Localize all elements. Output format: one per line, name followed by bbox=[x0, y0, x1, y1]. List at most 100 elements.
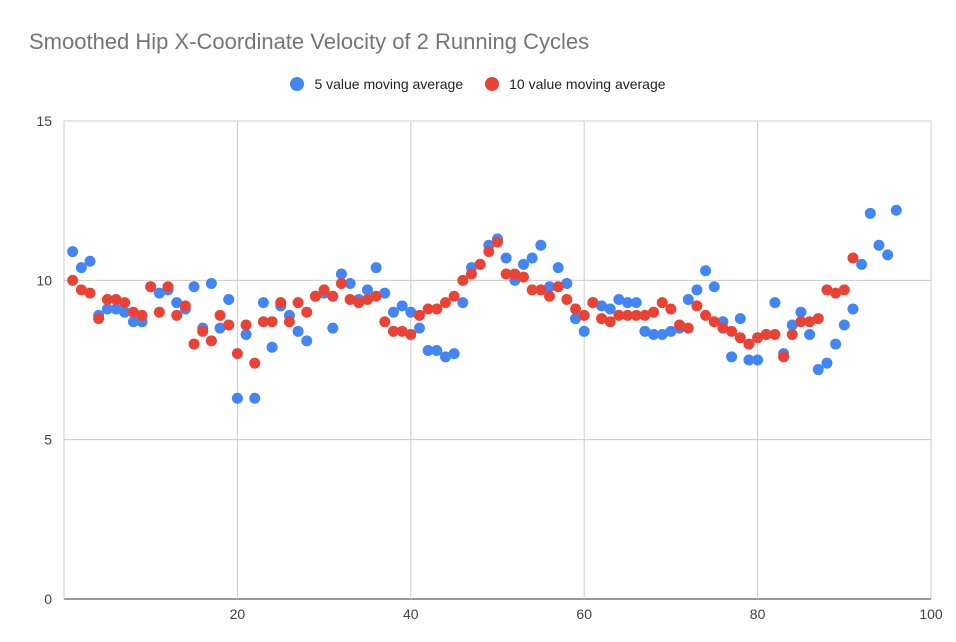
data-point-series-1 bbox=[75, 262, 87, 274]
data-point-series-1 bbox=[344, 278, 356, 290]
legend-marker-series-2 bbox=[485, 77, 500, 91]
legend-label-series-2: 10 value moving average bbox=[509, 76, 666, 92]
data-point-series-1 bbox=[570, 313, 582, 325]
data-point-series-1 bbox=[552, 262, 564, 274]
data-point-series-2 bbox=[578, 309, 590, 321]
data-point-series-2 bbox=[344, 293, 356, 305]
data-point-series-2 bbox=[483, 246, 495, 258]
data-point-series-1 bbox=[734, 313, 746, 325]
data-point-series-1 bbox=[786, 319, 798, 331]
data-point-series-2 bbox=[674, 319, 686, 331]
data-point-series-2 bbox=[691, 300, 703, 312]
data-point-series-1 bbox=[752, 354, 764, 366]
data-point-series-1 bbox=[431, 344, 443, 356]
data-point-series-2 bbox=[257, 316, 269, 328]
legend-item-series-2[interactable]: 10 value moving average bbox=[485, 76, 666, 92]
data-point-series-2 bbox=[84, 287, 96, 299]
data-point-series-2 bbox=[67, 274, 79, 286]
data-point-series-2 bbox=[752, 332, 764, 344]
data-point-series-1 bbox=[890, 204, 902, 216]
data-point-series-2 bbox=[188, 338, 200, 350]
data-point-series-2 bbox=[474, 258, 486, 270]
data-point-series-2 bbox=[778, 351, 790, 363]
x-tick-label: 20 bbox=[230, 606, 246, 622]
data-point-series-2 bbox=[171, 309, 183, 321]
data-point-series-1 bbox=[188, 281, 200, 293]
data-point-series-1 bbox=[578, 325, 590, 337]
data-point-series-2 bbox=[717, 322, 729, 334]
data-point-series-2 bbox=[596, 313, 608, 325]
data-point-series-2 bbox=[518, 271, 530, 283]
data-point-series-1 bbox=[335, 268, 347, 280]
data-point-series-2 bbox=[838, 284, 850, 296]
data-point-series-2 bbox=[413, 309, 425, 321]
data-point-series-2 bbox=[275, 297, 287, 309]
data-point-series-2 bbox=[145, 281, 157, 293]
data-point-series-1 bbox=[535, 239, 547, 251]
data-point-series-1 bbox=[804, 329, 816, 341]
data-point-series-1 bbox=[266, 341, 278, 353]
data-point-series-2 bbox=[639, 309, 651, 321]
data-point-series-1 bbox=[700, 265, 712, 277]
data-point-series-2 bbox=[700, 309, 712, 321]
data-point-series-2 bbox=[301, 306, 313, 318]
data-point-series-2 bbox=[804, 316, 816, 328]
data-point-series-1 bbox=[127, 316, 139, 328]
data-point-series-1 bbox=[656, 329, 668, 341]
y-tick-label: 5 bbox=[44, 432, 52, 448]
data-point-series-1 bbox=[726, 351, 738, 363]
data-point-series-2 bbox=[405, 329, 417, 341]
data-point-series-1 bbox=[769, 297, 781, 309]
data-point-series-1 bbox=[153, 287, 165, 299]
data-point-series-2 bbox=[682, 322, 694, 334]
data-point-series-1 bbox=[544, 281, 556, 293]
data-point-series-1 bbox=[873, 239, 885, 251]
data-point-series-2 bbox=[812, 313, 824, 325]
data-point-series-2 bbox=[231, 348, 243, 360]
data-point-series-2 bbox=[136, 309, 148, 321]
legend-item-series-1[interactable]: 5 value moving average bbox=[290, 76, 463, 92]
data-point-series-2 bbox=[110, 293, 122, 305]
data-point-series-2 bbox=[613, 309, 625, 321]
data-point-series-2 bbox=[396, 325, 408, 337]
data-point-series-1 bbox=[882, 249, 894, 261]
data-point-series-1 bbox=[405, 306, 417, 318]
data-point-series-2 bbox=[327, 290, 339, 302]
data-point-series-2 bbox=[830, 287, 842, 299]
x-tick-label: 40 bbox=[403, 606, 419, 622]
data-point-series-1 bbox=[361, 284, 373, 296]
data-point-series-1 bbox=[301, 335, 313, 347]
data-point-series-2 bbox=[509, 268, 521, 280]
data-point-series-1 bbox=[231, 392, 243, 404]
data-point-series-1 bbox=[526, 252, 538, 264]
data-point-series-1 bbox=[387, 306, 399, 318]
data-point-series-1 bbox=[630, 297, 642, 309]
data-point-series-2 bbox=[769, 329, 781, 341]
data-point-series-1 bbox=[648, 329, 660, 341]
data-point-series-2 bbox=[335, 278, 347, 290]
data-point-series-2 bbox=[153, 306, 165, 318]
data-point-series-2 bbox=[648, 306, 660, 318]
data-point-series-2 bbox=[266, 316, 278, 328]
data-point-series-1 bbox=[396, 300, 408, 312]
data-point-series-1 bbox=[561, 278, 573, 290]
data-point-series-2 bbox=[387, 325, 399, 337]
data-point-series-2 bbox=[205, 335, 217, 347]
data-point-series-2 bbox=[101, 293, 113, 305]
data-point-series-1 bbox=[448, 348, 460, 360]
data-point-series-2 bbox=[422, 303, 434, 315]
data-point-series-2 bbox=[457, 274, 469, 286]
data-point-series-1 bbox=[422, 344, 434, 356]
data-point-series-1 bbox=[795, 306, 807, 318]
data-point-series-1 bbox=[639, 325, 651, 337]
data-point-series-2 bbox=[431, 303, 443, 315]
data-point-series-2 bbox=[370, 290, 382, 302]
data-point-series-2 bbox=[75, 284, 87, 296]
y-tick-label: 10 bbox=[36, 272, 52, 288]
data-point-series-1 bbox=[830, 338, 842, 350]
x-tick-label: 100 bbox=[919, 606, 943, 622]
data-point-series-1 bbox=[205, 278, 217, 290]
data-point-series-2 bbox=[656, 297, 668, 309]
data-point-series-1 bbox=[84, 255, 96, 267]
